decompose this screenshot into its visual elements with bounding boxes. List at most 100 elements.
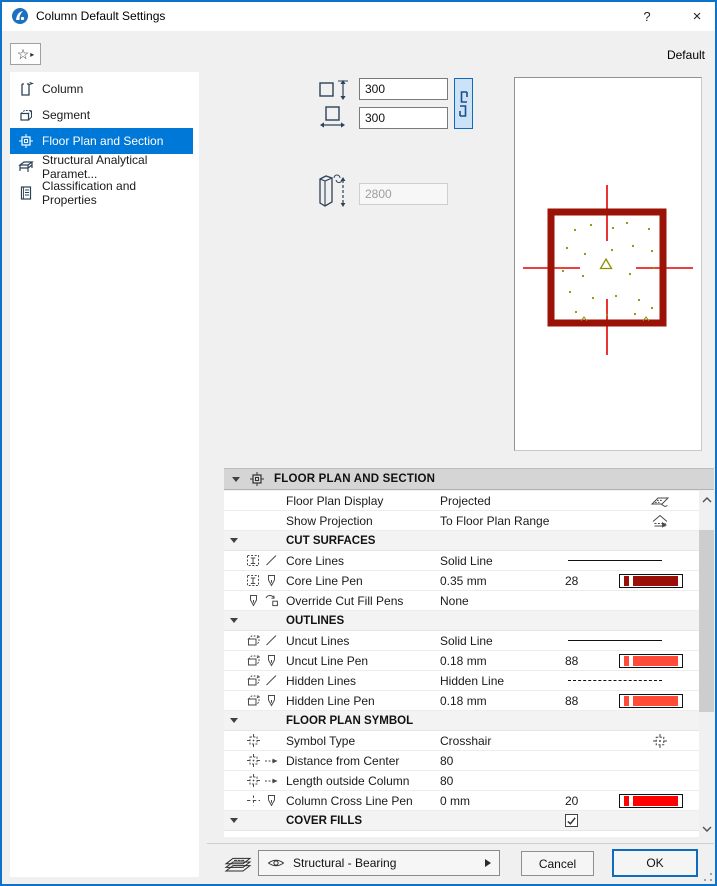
row-value[interactable]: Solid Line xyxy=(440,634,493,648)
uncut-box-icon xyxy=(246,653,261,668)
layers-icon xyxy=(223,852,253,874)
sidebar-item-structural-analytical-parameters[interactable]: Structural Analytical Paramet... xyxy=(10,153,193,181)
pen-color-swatch[interactable] xyxy=(619,654,683,668)
column-height-input[interactable] xyxy=(359,183,448,205)
window-title: Column Default Settings xyxy=(36,9,166,23)
cancel-button[interactable]: Cancel xyxy=(521,851,594,876)
row-label: Override Cut Fill Pens xyxy=(286,594,404,608)
row-label: Show Projection xyxy=(286,514,373,528)
crosshair-icon xyxy=(246,753,261,768)
collapse-triangle-icon[interactable] xyxy=(230,818,238,823)
pen-number: 88 xyxy=(565,694,579,708)
crosshair-icon xyxy=(652,733,668,749)
row-value[interactable]: Solid Line xyxy=(440,554,493,568)
section-header-floor-plan-symbol[interactable]: FLOOR PLAN SYMBOL xyxy=(224,711,699,731)
core-depth-input[interactable] xyxy=(359,107,448,129)
sidebar-item-label: Floor Plan and Section xyxy=(42,134,164,148)
row-label: Core Lines xyxy=(286,554,345,568)
pen-icon xyxy=(264,573,279,588)
pen-number: 20 xyxy=(565,794,579,808)
row-value[interactable]: None xyxy=(440,594,469,608)
ok-button[interactable]: OK xyxy=(612,849,698,877)
cover-fills-checkbox[interactable] xyxy=(565,814,578,827)
collapse-triangle-icon[interactable] xyxy=(230,718,238,723)
collapse-triangle-icon[interactable] xyxy=(230,538,238,543)
line-style-preview[interactable] xyxy=(568,560,662,561)
resize-grip[interactable] xyxy=(704,873,712,881)
collapse-triangle-icon[interactable] xyxy=(230,618,238,623)
cut-surface-icon xyxy=(246,553,261,568)
default-label: Default xyxy=(666,48,705,62)
row-label: Core Line Pen xyxy=(286,574,363,588)
line-type-icon xyxy=(264,553,279,568)
table-scrollbar[interactable] xyxy=(699,491,714,837)
pen-icon xyxy=(246,593,261,608)
flyout-arrow-icon: ▸ xyxy=(30,49,35,59)
projected-icon xyxy=(650,493,670,509)
line-type-icon xyxy=(264,633,279,648)
dimension-arrow-icon xyxy=(264,753,279,768)
row-label: Uncut Line Pen xyxy=(286,654,369,668)
close-button[interactable]: × xyxy=(692,8,702,25)
pen-color-swatch[interactable] xyxy=(619,694,683,708)
symbol-preview-panel xyxy=(514,77,702,451)
sidebar-item-segment[interactable]: Segment xyxy=(10,102,193,128)
uncut-box-icon xyxy=(246,673,261,688)
pen-icon xyxy=(264,653,279,668)
table-row-column-cross-line-pen: Column Cross Line Pen 0 mm 20 xyxy=(224,791,699,811)
uncut-box-icon xyxy=(246,633,261,648)
row-value: 0.18 mm xyxy=(440,694,487,708)
check-icon xyxy=(566,815,577,827)
row-label: Symbol Type xyxy=(286,734,356,748)
sidebar-item-column[interactable]: Column xyxy=(10,76,193,102)
table-row-uncut-line-pen: Uncut Line Pen 0.18 mm 88 xyxy=(224,651,699,671)
sidebar-item-floor-plan-and-section[interactable]: Floor Plan and Section xyxy=(10,128,193,154)
row-value[interactable]: To Floor Plan Range xyxy=(440,514,550,528)
collapse-triangle-icon[interactable] xyxy=(232,476,240,482)
core-width-input[interactable] xyxy=(359,78,448,100)
panel-header-label: FLOOR PLAN AND SECTION xyxy=(274,473,436,485)
scroll-up-button[interactable] xyxy=(699,491,714,508)
line-style-preview[interactable] xyxy=(568,640,662,641)
sidebar-item-classification-and-properties[interactable]: Classification and Properties xyxy=(10,179,193,207)
line-style-preview[interactable] xyxy=(568,680,662,681)
layer-dropdown[interactable]: Structural - Bearing xyxy=(258,850,500,876)
section-header-outlines[interactable]: OUTLINES xyxy=(224,611,699,631)
chain-link-icon xyxy=(457,84,470,124)
classification-icon xyxy=(18,185,34,201)
sidebar-item-label: Classification and Properties xyxy=(42,179,137,207)
row-value[interactable]: 80 xyxy=(440,774,454,788)
table-row-floor-plan-display: Floor Plan Display Projected xyxy=(224,491,699,511)
pen-color-swatch[interactable] xyxy=(619,794,683,808)
section-header-cut-surfaces[interactable]: CUT SURFACES xyxy=(224,531,699,551)
section-label: FLOOR PLAN SYMBOL xyxy=(286,715,414,727)
favorites-button[interactable]: ☆ ▸ xyxy=(10,43,41,65)
scroll-down-button[interactable] xyxy=(699,820,714,837)
floor-plan-and-section-panel-header[interactable]: FLOOR PLAN AND SECTION xyxy=(224,468,714,490)
sidebar-item-label: Column xyxy=(42,82,84,96)
row-value[interactable]: Crosshair xyxy=(440,734,492,748)
row-value[interactable]: 80 xyxy=(440,754,454,768)
row-label: Hidden Lines xyxy=(286,674,357,688)
sidebar-item-label: Segment xyxy=(42,108,91,122)
section-header-cover-fills[interactable]: COVER FILLS xyxy=(224,811,699,831)
footer-divider xyxy=(207,843,714,844)
settings-sidebar: Column Segment Floor Plan and Section St… xyxy=(10,72,199,877)
row-value[interactable]: Projected xyxy=(440,494,491,508)
link-dimensions-button[interactable] xyxy=(454,78,473,129)
floor-plan-range-icon xyxy=(650,513,670,529)
core-width-icon xyxy=(318,79,352,101)
line-type-icon xyxy=(264,673,279,688)
row-label: Uncut Lines xyxy=(286,634,350,648)
row-value: 0.18 mm xyxy=(440,654,487,668)
section-label: COVER FILLS xyxy=(286,815,363,827)
column-preview-drawing xyxy=(523,185,693,355)
eye-icon xyxy=(267,857,285,869)
row-value[interactable]: Hidden Line xyxy=(440,674,505,688)
row-label: Hidden Line Pen xyxy=(286,694,375,708)
scrollbar-thumb[interactable] xyxy=(699,530,714,712)
help-button[interactable]: ? xyxy=(643,9,651,24)
archicad-logo-icon xyxy=(12,8,28,24)
table-row-override-cut-fill-pens: Override Cut Fill Pens None xyxy=(224,591,699,611)
pen-color-swatch[interactable] xyxy=(619,574,683,588)
